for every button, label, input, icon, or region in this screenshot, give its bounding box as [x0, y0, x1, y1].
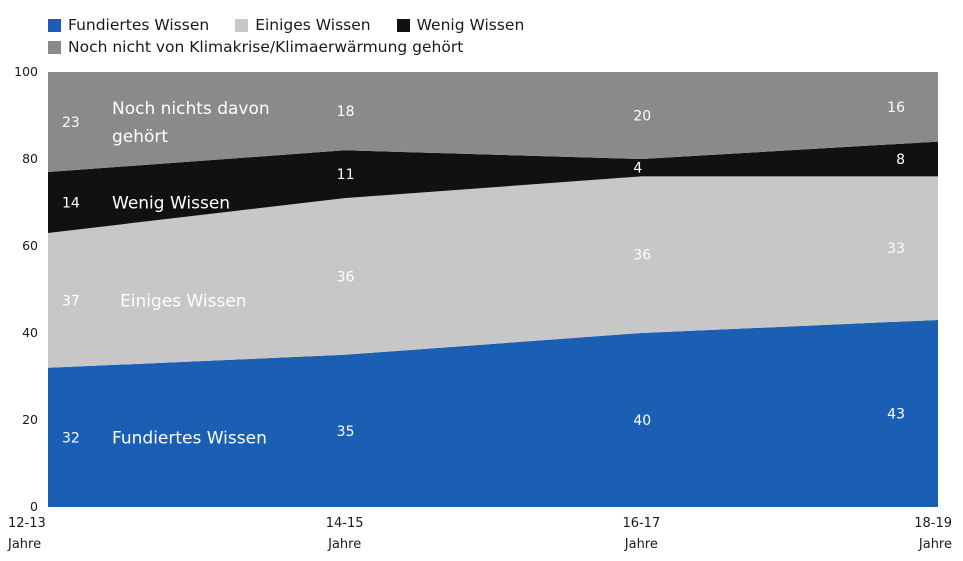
x-tick-label: 18-19 [914, 516, 952, 531]
y-tick-label: 0 [30, 499, 38, 514]
data-label: 40 [633, 413, 651, 429]
data-label: 4 [633, 161, 642, 177]
data-label: 14 [62, 196, 80, 212]
data-label: 32 [62, 430, 80, 446]
data-label: 11 [337, 167, 355, 183]
series-annotation: Noch nichts davon [112, 99, 270, 119]
series-annotation: Einiges Wissen [120, 291, 247, 311]
y-tick-label: 40 [22, 325, 38, 340]
data-label: 16 [887, 100, 905, 116]
y-tick-label: 60 [22, 238, 38, 253]
data-label: 33 [887, 241, 905, 257]
series-annotation: Fundiertes Wissen [112, 428, 267, 448]
x-tick-label: Jahre [327, 537, 361, 552]
x-tick-label: 12-13 [8, 516, 46, 531]
series-annotation: gehört [112, 127, 168, 147]
y-tick-label: 80 [22, 151, 38, 166]
x-tick-label: Jahre [918, 537, 952, 552]
data-label: 23 [62, 115, 80, 131]
data-label: 36 [633, 248, 651, 264]
x-tick-label: 16-17 [622, 516, 660, 531]
x-tick-label: Jahre [7, 537, 41, 552]
y-tick-label: 100 [14, 64, 38, 79]
x-tick-label: Jahre [624, 537, 658, 552]
data-label: 37 [62, 293, 80, 309]
data-label: 20 [633, 109, 651, 125]
series-annotation: Wenig Wissen [112, 194, 230, 214]
data-label: 35 [337, 424, 355, 440]
x-tick-label: 14-15 [326, 516, 364, 531]
data-label: 8 [896, 152, 905, 168]
data-label: 43 [887, 406, 905, 422]
data-label: 36 [337, 269, 355, 285]
y-tick-label: 20 [22, 412, 38, 427]
data-label: 18 [337, 104, 355, 120]
